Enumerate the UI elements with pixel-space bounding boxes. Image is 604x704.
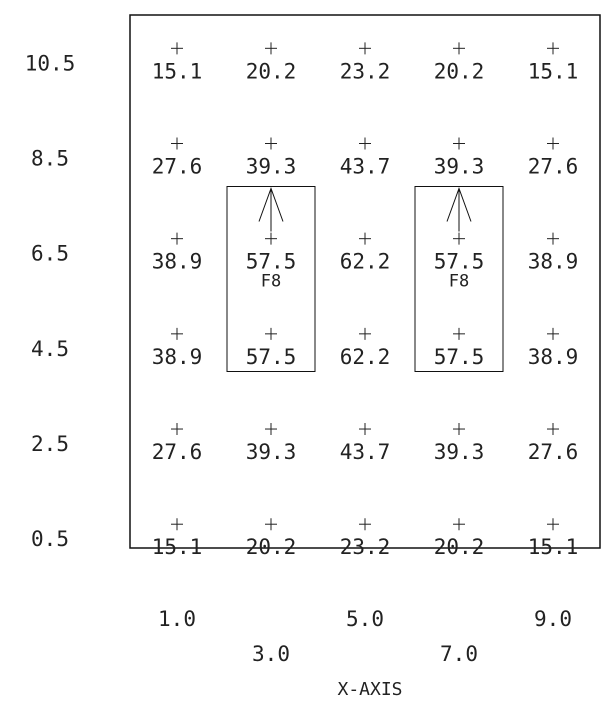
- grid-point: [547, 327, 559, 340]
- grid-point: [453, 423, 465, 436]
- grid-point: [265, 232, 277, 245]
- grid-point: [171, 42, 183, 55]
- grid-point: [171, 137, 183, 150]
- x-axis-label: X-AXIS: [337, 679, 402, 700]
- grid-point: [265, 327, 277, 340]
- grid-point: [171, 423, 183, 436]
- grid-point: [359, 423, 371, 436]
- value-label: 27.6: [528, 440, 579, 464]
- value-label: 43.7: [340, 154, 391, 178]
- value-label: 15.1: [152, 535, 203, 559]
- value-label: 39.3: [246, 154, 297, 178]
- annotation-box: [226, 186, 316, 372]
- grid-point: [265, 423, 277, 436]
- value-label: 38.9: [528, 345, 579, 369]
- value-label: 27.6: [528, 154, 579, 178]
- value-label: 15.1: [528, 59, 579, 83]
- y-tick-label: 4.5: [31, 337, 69, 361]
- grid-point: [359, 518, 371, 531]
- x-tick-label: 7.0: [440, 642, 478, 666]
- grid-point: [265, 42, 277, 55]
- value-label: 23.2: [340, 59, 391, 83]
- grid-point: [265, 137, 277, 150]
- value-label: 57.5: [246, 250, 297, 274]
- annotation-label: F8: [449, 272, 469, 292]
- x-tick-label: 9.0: [534, 607, 572, 631]
- annotation-arrowhead: [446, 187, 472, 222]
- value-label: 23.2: [340, 535, 391, 559]
- grid-point: [547, 423, 559, 436]
- y-tick-label: 2.5: [31, 432, 69, 456]
- value-label: 39.3: [246, 440, 297, 464]
- grid-point: [359, 232, 371, 245]
- grid-point: [265, 518, 277, 531]
- y-tick-label: 6.5: [31, 242, 69, 266]
- y-tick-label: 10.5: [25, 51, 76, 75]
- grid-point: [547, 518, 559, 531]
- grid-point: [453, 137, 465, 150]
- value-label: 43.7: [340, 440, 391, 464]
- annotation-box: [414, 186, 504, 372]
- grid-point: [547, 42, 559, 55]
- x-tick-label: 1.0: [158, 607, 196, 631]
- value-label: 20.2: [246, 535, 297, 559]
- value-label: 20.2: [434, 59, 485, 83]
- value-label: 27.6: [152, 440, 203, 464]
- value-label: 15.1: [152, 59, 203, 83]
- x-tick-label: 5.0: [346, 607, 384, 631]
- value-label: 57.5: [434, 345, 485, 369]
- grid-point: [359, 42, 371, 55]
- annotation-label: F8: [261, 272, 281, 292]
- grid-point: [547, 232, 559, 245]
- value-label: 20.2: [434, 535, 485, 559]
- grid-point: [171, 518, 183, 531]
- value-label: 39.3: [434, 440, 485, 464]
- grid-point: [453, 232, 465, 245]
- value-label: 15.1: [528, 535, 579, 559]
- grid-point: [359, 137, 371, 150]
- value-label: 38.9: [152, 345, 203, 369]
- grid-point: [547, 137, 559, 150]
- grid-point: [171, 327, 183, 340]
- grid-point: [453, 327, 465, 340]
- value-label: 20.2: [246, 59, 297, 83]
- value-label: 57.5: [246, 345, 297, 369]
- x-tick-label: 3.0: [252, 642, 290, 666]
- grid-point: [171, 232, 183, 245]
- grid-point: [453, 42, 465, 55]
- grid-point: [453, 518, 465, 531]
- value-label: 39.3: [434, 154, 485, 178]
- value-label: 27.6: [152, 154, 203, 178]
- annotation-arrowhead: [258, 187, 284, 222]
- y-tick-label: 0.5: [31, 527, 69, 551]
- plot-frame: [129, 14, 601, 549]
- value-label: 62.2: [340, 345, 391, 369]
- value-label: 62.2: [340, 250, 391, 274]
- value-label: 38.9: [528, 250, 579, 274]
- y-tick-label: 8.5: [31, 146, 69, 170]
- value-label: 38.9: [152, 250, 203, 274]
- value-label: 57.5: [434, 250, 485, 274]
- grid-point: [359, 327, 371, 340]
